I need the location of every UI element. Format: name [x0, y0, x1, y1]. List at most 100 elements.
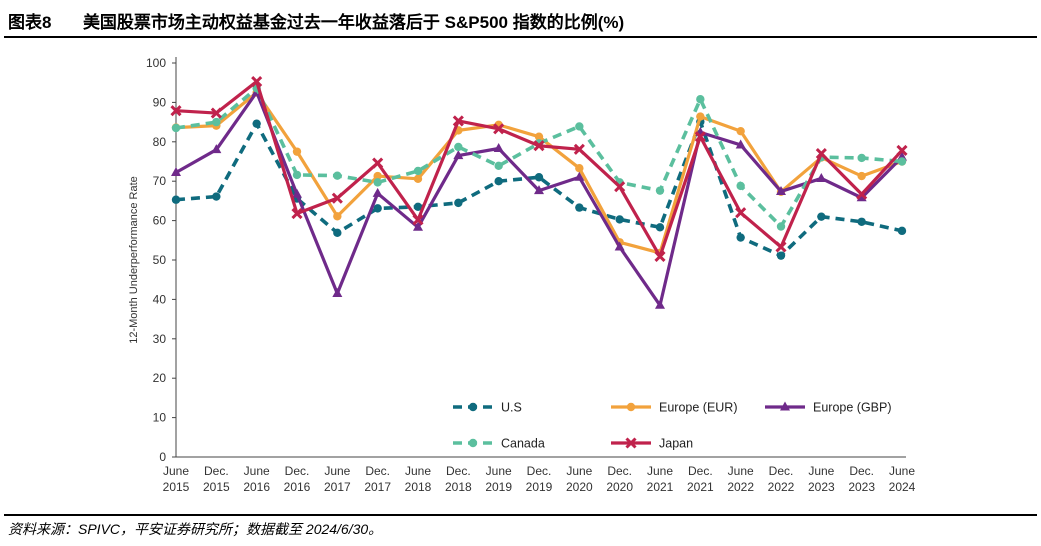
series-4-point [815, 148, 827, 160]
series-4-point [896, 144, 908, 157]
x-tick-label-year: 2016 [284, 480, 311, 494]
series-4-point [573, 143, 585, 155]
series-3-point [857, 153, 866, 163]
series-4-point [614, 181, 626, 193]
series-4-point [493, 123, 505, 135]
x-tick-label-year: 2023 [848, 480, 875, 494]
x-tick-label-period: June [808, 464, 834, 478]
y-tick-label: 40 [153, 292, 167, 306]
x-tick-label-period: Dec. [446, 464, 471, 478]
series-3-point [776, 222, 786, 231]
x-tick-label-year: 2019 [485, 480, 512, 494]
y-tick-label: 60 [153, 214, 167, 228]
series-0-point [575, 203, 584, 212]
legend-label-2: Europe (GBP) [813, 401, 892, 415]
series-4-point [170, 105, 182, 117]
series-1-point [413, 174, 423, 184]
series-2-point [332, 287, 343, 297]
x-tick-label-period: June [405, 464, 431, 478]
y-tick-label: 10 [153, 411, 167, 425]
x-tick-label-period: Dec. [607, 464, 632, 478]
y-tick-label: 100 [146, 56, 166, 70]
series-4-point [251, 75, 263, 88]
series-2-point [413, 221, 423, 231]
series-1-point [534, 132, 544, 141]
series-4-point [654, 250, 666, 263]
y-tick-label: 50 [153, 253, 167, 267]
series-3-point [655, 186, 665, 195]
series-4-point [452, 115, 464, 127]
legend-marker-1 [626, 402, 636, 412]
legend-label-1: Europe (EUR) [659, 401, 738, 415]
series-3-point [736, 181, 745, 191]
series-1-point [736, 126, 745, 136]
series-4-point [735, 207, 747, 219]
series-4-point [775, 241, 787, 253]
series-0-point [454, 198, 463, 208]
x-tick-label-year: 2024 [889, 480, 916, 494]
series-0-point [736, 233, 745, 242]
series-4-point [291, 207, 303, 220]
y-tick-label: 70 [153, 174, 167, 188]
series-2-point [534, 185, 544, 195]
x-tick-label-year: 2017 [364, 480, 391, 494]
x-tick-label-year: 2015 [163, 480, 190, 494]
series-0-point [494, 177, 503, 186]
x-tick-label-period: Dec. [204, 464, 229, 478]
y-axis-title: 12-Month Underperformance Rate [128, 176, 140, 344]
series-2-point [292, 188, 302, 198]
figure-title: 图表8 美国股票市场主动权益基金过去一年收益落后于 S&P500 指数的比例(%… [8, 8, 624, 33]
series-1-point [575, 163, 584, 173]
series-4-point [210, 107, 222, 119]
series-2-point [453, 150, 464, 160]
legend-marker-4 [625, 437, 637, 449]
series-2-point [372, 187, 383, 197]
legend-marker-3 [468, 438, 478, 448]
series-0-point [212, 192, 221, 201]
y-tick-label: 30 [153, 332, 167, 346]
figure-label: 图表8 [8, 13, 52, 32]
x-tick-label-period: June [566, 464, 592, 478]
x-tick-label-year: 2023 [808, 480, 835, 494]
x-tick-label-period: Dec. [527, 464, 552, 478]
series-2-point [655, 299, 665, 309]
x-tick-label-year: 2017 [324, 480, 351, 494]
x-tick-label-year: 2018 [405, 480, 432, 494]
series-2-point [211, 144, 222, 154]
series-0-point [655, 223, 665, 232]
x-tick-label-period: June [728, 464, 754, 478]
y-tick-label: 90 [153, 95, 167, 109]
series-line-3 [175, 86, 903, 229]
series-1-point [857, 171, 866, 181]
legend-label-3: Canada [501, 437, 545, 451]
legend-label-0: U.S [501, 401, 522, 415]
x-tick-label-period: June [889, 464, 915, 478]
series-0-point [373, 204, 382, 213]
series-4-point [412, 214, 424, 226]
underperformance-line-chart: 0 10 20 30 40 50 60 70 80 90 100 12-Month Underperf… [128, 56, 916, 494]
x-tick-label-period: Dec. [688, 464, 713, 478]
y-tick-label: 20 [153, 371, 167, 385]
series-0-point [171, 195, 181, 204]
legend-marker-2 [780, 401, 790, 411]
legend-label-4: Japan [659, 437, 693, 451]
x-tick-label-period: Dec. [849, 464, 874, 478]
series-4-point [331, 192, 343, 204]
x-tick-label-year: 2022 [768, 480, 795, 494]
series-0-point [333, 228, 342, 238]
series-3-point [575, 122, 584, 131]
series-0-point [534, 173, 544, 182]
series-line-4 [175, 79, 904, 259]
figure-title-text: 美国股票市场主动权益基金过去一年收益落后于 S&P500 指数的比例(%) [82, 13, 625, 32]
series-4-point [856, 188, 868, 200]
x-tick-label-year: 2020 [606, 480, 633, 494]
x-tick-label-year: 2015 [203, 480, 230, 494]
series-2-point [493, 142, 504, 152]
series-0-point [252, 119, 261, 128]
top-rule [4, 36, 1037, 38]
x-tick-label-year: 2021 [687, 480, 714, 494]
series-1-point [373, 171, 382, 181]
series-2-point [735, 139, 746, 149]
series-2-point [816, 172, 827, 182]
series-3-point [696, 95, 705, 104]
